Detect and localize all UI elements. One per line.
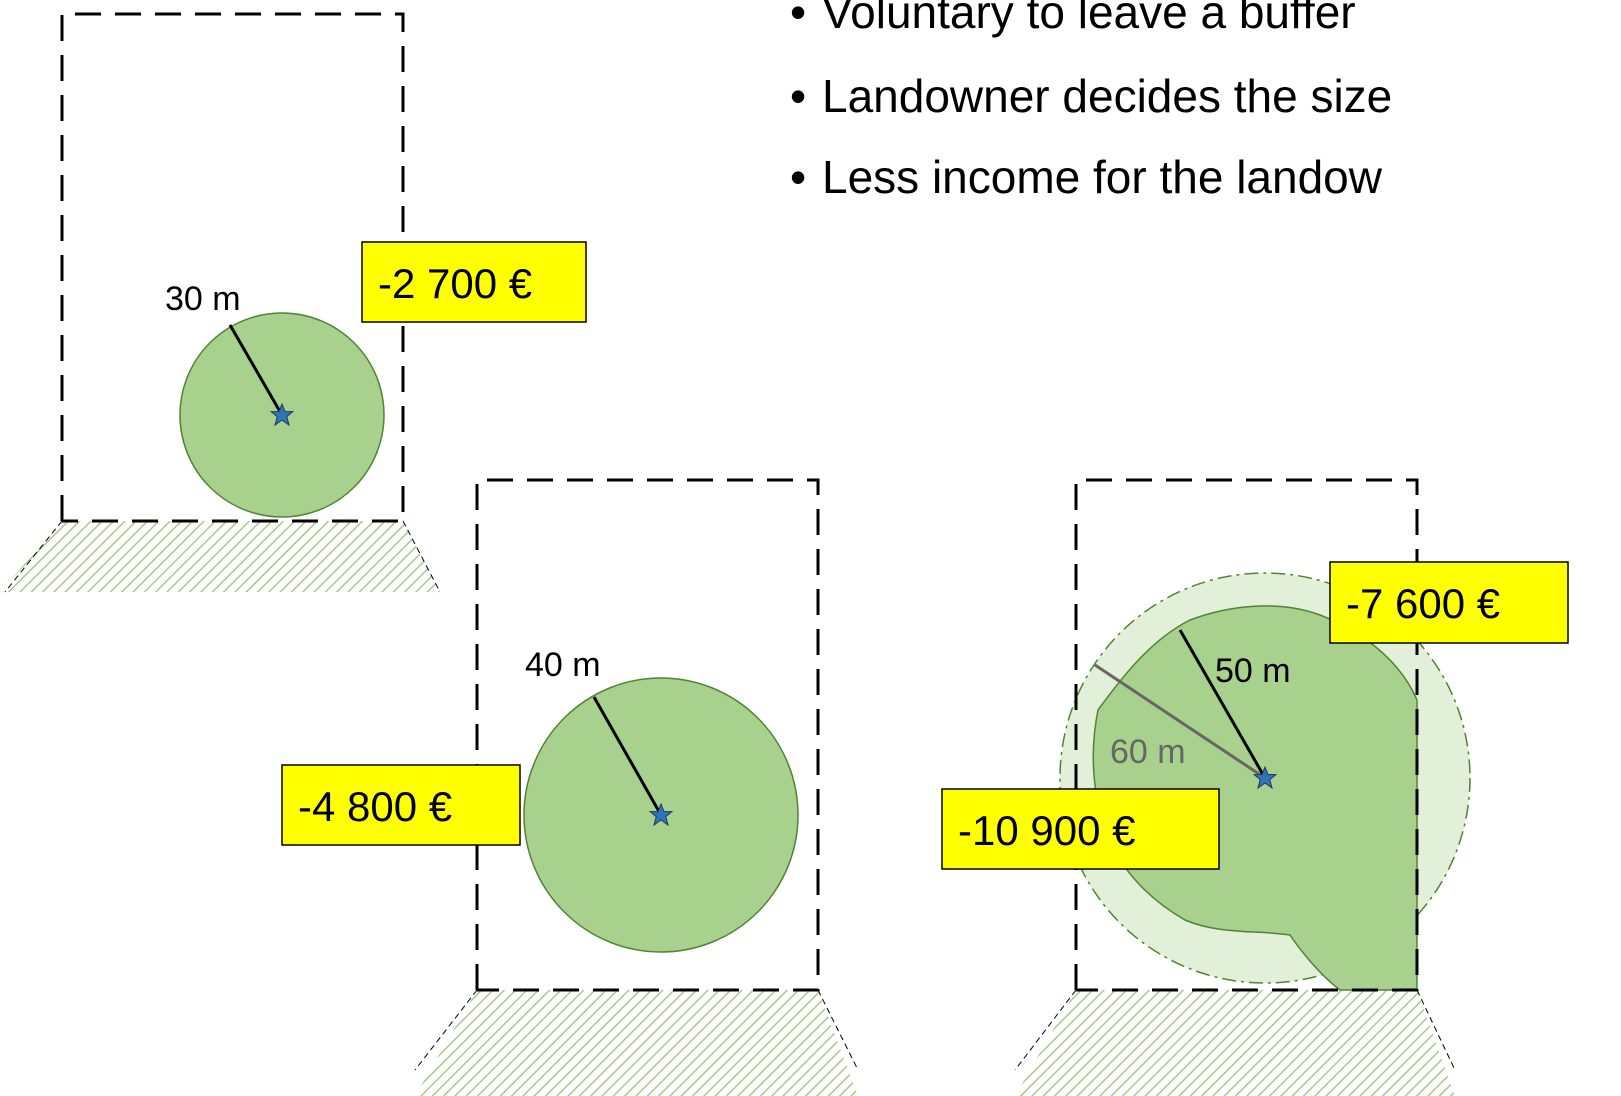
cost-label: -2 700 € — [378, 260, 532, 307]
road-edge — [414, 989, 478, 1071]
panel-3: 50 m 60 m -7 600 € -10 900 € — [941, 478, 1569, 1096]
outer-radius-label: 60 m — [1110, 733, 1186, 771]
panel-1: 30 m -2 700 € — [0, 12, 587, 593]
bullet-text: Landowner decides the size — [822, 70, 1392, 122]
cost-box — [281, 764, 521, 846]
bullet-dot: • — [790, 151, 806, 203]
radius-line — [228, 324, 284, 416]
cost-label: -4 800 € — [298, 783, 452, 830]
radius-line — [1178, 629, 1267, 779]
outer-radius-line — [1094, 663, 1266, 780]
cost-box — [361, 241, 587, 323]
road-edge — [1014, 989, 1077, 1071]
bullet-text: Voluntary to leave a buffer — [822, 0, 1356, 38]
bullet-text: Less income for the landow — [822, 151, 1383, 203]
bullet-dot: • — [790, 0, 806, 38]
road — [0, 521, 440, 592]
road-edge — [817, 989, 859, 1071]
cost-box — [1329, 561, 1569, 644]
road — [415, 990, 858, 1096]
road — [1015, 990, 1455, 1096]
panel-2: 40 m -4 800 € — [281, 478, 859, 1096]
stand-boundary — [60, 12, 405, 523]
radius-label: 50 m — [1215, 652, 1291, 690]
stand-boundary — [1074, 478, 1419, 992]
cost-label: -7 600 € — [1346, 580, 1500, 627]
road-edge — [402, 520, 441, 593]
road-edge — [4, 520, 63, 593]
stand-boundary — [475, 478, 820, 992]
bullet-dot: • — [790, 70, 806, 122]
radius-label: 40 m — [525, 646, 601, 684]
outer-cost-label: -10 900 € — [958, 807, 1135, 854]
radius-label: 30 m — [165, 280, 241, 318]
bullet-list: • Voluntary to leave a buffer • Landowne… — [790, 0, 1392, 203]
radius-line — [592, 696, 663, 816]
outer-cost-box — [941, 788, 1220, 870]
road-edge — [1416, 989, 1456, 1071]
